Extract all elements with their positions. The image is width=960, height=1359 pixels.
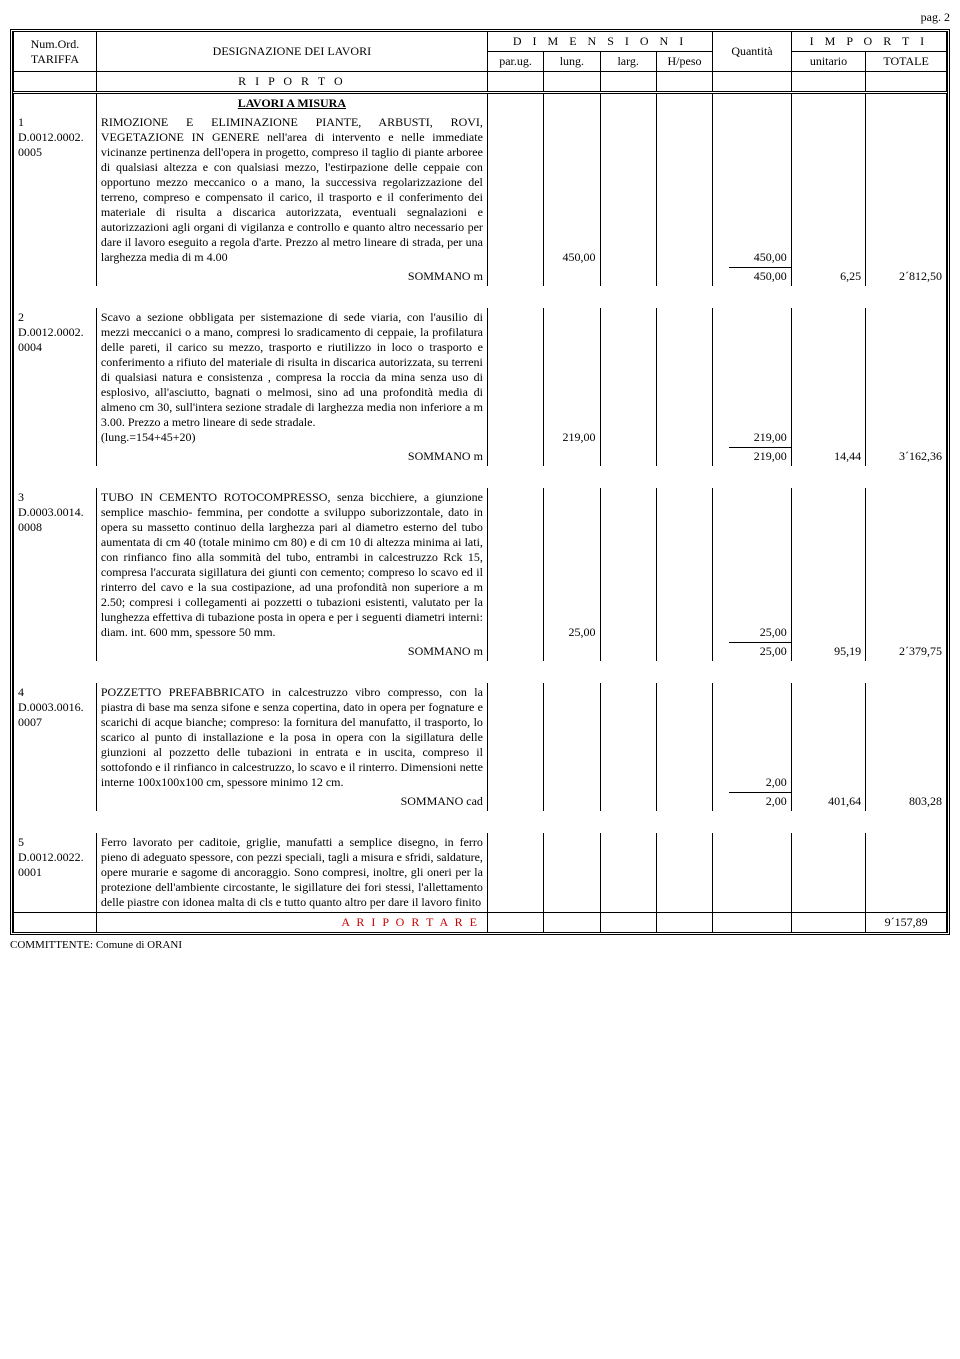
sommano-row: SOMMANO m 219,00 14,44 3´162,36: [14, 447, 947, 466]
hdr-lung: lung.: [544, 52, 600, 72]
table-row: 5 D.0012.0022. 0001 Ferro lavorato per c…: [14, 833, 947, 913]
item-num: 4: [18, 685, 92, 700]
item-num: 1: [18, 115, 92, 130]
sommano-label: SOMMANO m: [96, 447, 487, 466]
sommano-label: SOMMANO cad: [96, 792, 487, 811]
sommano-total: 3´162,36: [866, 447, 947, 466]
item-num: 2: [18, 310, 92, 325]
sommano-total: 2´812,50: [866, 267, 947, 286]
hdr-tariffa: TARIFFA: [18, 52, 92, 67]
sommano-unit: 401,64: [791, 792, 865, 811]
hdr-dimensioni: D I M E N S I O N I: [487, 32, 712, 52]
hdr-quantita: Quantità: [713, 32, 792, 72]
item-lung: [544, 683, 600, 792]
hdr-importi: I M P O R T I: [791, 32, 946, 52]
sommano-unit: 14,44: [791, 447, 865, 466]
item-sub: 0001: [18, 865, 92, 880]
item-code: D.0012.0002.: [18, 325, 92, 340]
hdr-unitario: unitario: [791, 52, 865, 72]
item-code: D.0003.0014.: [18, 505, 92, 520]
riporto-row: R I P O R T O: [14, 72, 947, 93]
hdr-parug: par.ug.: [487, 52, 543, 72]
item-num: 5: [18, 835, 92, 850]
item-num: 3: [18, 490, 92, 505]
item-desc: TUBO IN CEMENTO ROTOCOMPRESSO, senza bic…: [96, 488, 487, 642]
sommano-total: 2´379,75: [866, 642, 947, 661]
sommano-qty: 2,00: [713, 792, 792, 811]
hdr-hpeso: H/peso: [656, 52, 712, 72]
sommano-qty: 25,00: [713, 642, 792, 661]
hdr-numord: Num.Ord.: [18, 37, 92, 52]
riporto-label: R I P O R T O: [96, 72, 487, 93]
item-lung: 25,00: [544, 488, 600, 642]
item-qty: 2,00: [713, 683, 792, 792]
sommano-qty: 450,00: [713, 267, 792, 286]
table-row: 1 D.0012.0002. 0005 RIMOZIONE E ELIMINAZ…: [14, 113, 947, 267]
item-code: D.0003.0016.: [18, 700, 92, 715]
item-lung: 219,00: [544, 308, 600, 447]
section-title-row: LAVORI A MISURA: [14, 93, 947, 114]
table-row: 2 D.0012.0002. 0004 Scavo a sezione obbl…: [14, 308, 947, 447]
sommano-label: SOMMANO m: [96, 642, 487, 661]
item-sub: 0004: [18, 340, 92, 355]
footer-row: A R I P O R T A R E 9´157,89: [14, 913, 947, 933]
sommano-qty: 219,00: [713, 447, 792, 466]
item-code: D.0012.0022.: [18, 850, 92, 865]
item-desc: Ferro lavorato per caditoie, griglie, ma…: [96, 833, 487, 913]
hdr-totale: TOTALE: [866, 52, 947, 72]
item-sub: 0008: [18, 520, 92, 535]
table-row: 4 D.0003.0016. 0007 POZZETTO PREFABBRICA…: [14, 683, 947, 792]
item-desc: Scavo a sezione obbligata per sistemazio…: [101, 310, 483, 429]
sommano-row: SOMMANO m 25,00 95,19 2´379,75: [14, 642, 947, 661]
item-calc: (lung.=154+45+20): [101, 430, 196, 444]
item-qty: 25,00: [713, 488, 792, 642]
sommano-unit: 6,25: [791, 267, 865, 286]
hdr-designazione: DESIGNAZIONE DEI LAVORI: [96, 32, 487, 72]
item-code: D.0012.0002.: [18, 130, 92, 145]
section-title: LAVORI A MISURA: [96, 93, 487, 114]
item-sub: 0007: [18, 715, 92, 730]
sommano-row: SOMMANO m 450,00 6,25 2´812,50: [14, 267, 947, 286]
header-row-1: Num.Ord. TARIFFA DESIGNAZIONE DEI LAVORI…: [14, 32, 947, 52]
hdr-larg: larg.: [600, 52, 656, 72]
item-lung: 450,00: [544, 113, 600, 267]
footer-label: A R I P O R T A R E: [96, 913, 487, 933]
sommano-total: 803,28: [866, 792, 947, 811]
sommano-row: SOMMANO cad 2,00 401,64 803,28: [14, 792, 947, 811]
committente: COMMITTENTE: Comune di ORANI: [10, 939, 950, 951]
sommano-label: SOMMANO m: [96, 267, 487, 286]
item-desc: POZZETTO PREFABBRICATO in calcestruzzo v…: [96, 683, 487, 792]
item-qty: 450,00: [713, 113, 792, 267]
page-number: pag. 2: [10, 10, 950, 25]
table-row: 3 D.0003.0014. 0008 TUBO IN CEMENTO ROTO…: [14, 488, 947, 642]
sommano-unit: 95,19: [791, 642, 865, 661]
main-table: Num.Ord. TARIFFA DESIGNAZIONE DEI LAVORI…: [13, 32, 947, 932]
document-frame: Num.Ord. TARIFFA DESIGNAZIONE DEI LAVORI…: [10, 29, 950, 935]
footer-total: 9´157,89: [866, 913, 947, 933]
item-desc: RIMOZIONE E ELIMINAZIONE PIANTE, ARBUSTI…: [96, 113, 487, 267]
item-qty: 219,00: [713, 308, 792, 447]
item-sub: 0005: [18, 145, 92, 160]
